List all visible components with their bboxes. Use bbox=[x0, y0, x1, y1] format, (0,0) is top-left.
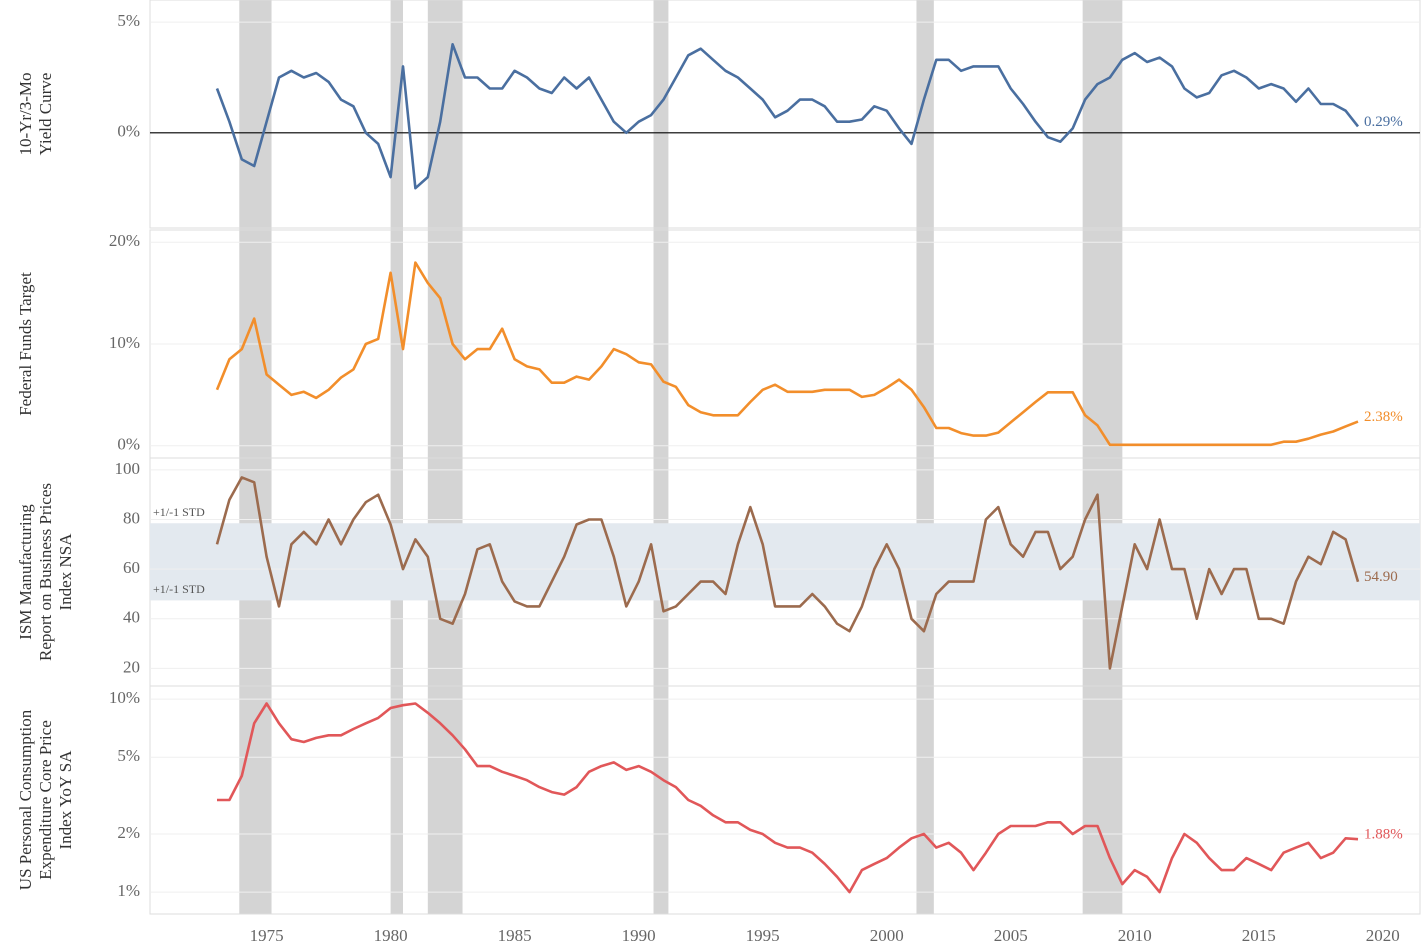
y-tick-label: 0% bbox=[117, 435, 140, 454]
y-tick-label: 10% bbox=[109, 688, 140, 707]
y-axis-title: Index NSA bbox=[56, 533, 75, 611]
y-axis-title: Federal Funds Target bbox=[16, 272, 35, 416]
series-line bbox=[215, 476, 1360, 670]
y-tick-label: 0% bbox=[117, 122, 140, 141]
band-label: +1/-1 STD bbox=[153, 505, 205, 519]
x-tick-label: 2010 bbox=[1118, 926, 1152, 945]
y-tick-label: 60 bbox=[123, 558, 140, 577]
std-band bbox=[150, 523, 1420, 601]
panel: 0% 5% 10-Yr/3-Mo Yield Curve 0.29% bbox=[16, 0, 1421, 229]
y-axis-title: Report on Business Prices bbox=[36, 483, 55, 661]
y-tick-label: 5% bbox=[117, 746, 140, 765]
y-tick-label: 20% bbox=[109, 231, 140, 250]
y-tick-label: 5% bbox=[117, 11, 140, 30]
x-tick-label: 1980 bbox=[374, 926, 408, 945]
recession-band bbox=[916, 0, 934, 914]
recession-band bbox=[427, 0, 463, 914]
y-tick-label: 80 bbox=[123, 508, 140, 527]
recession-band bbox=[653, 0, 669, 914]
x-tick-label: 2000 bbox=[870, 926, 904, 945]
y-axis-title: Yield Curve bbox=[36, 73, 55, 156]
y-tick-label: 1% bbox=[117, 881, 140, 900]
panel-frame bbox=[149, 0, 1421, 229]
x-tick-label: 1975 bbox=[250, 926, 284, 945]
y-tick-label: 10% bbox=[109, 333, 140, 352]
y-axis-title: Expenditure Core Price bbox=[36, 720, 55, 880]
end-label: 1.88% bbox=[1364, 827, 1403, 843]
recession-band bbox=[239, 0, 272, 914]
series-line bbox=[215, 43, 1360, 190]
band-label: +1/-1 STD bbox=[153, 582, 205, 596]
recession-band bbox=[390, 0, 404, 914]
recession-band bbox=[1082, 0, 1123, 914]
end-label: 54.90 bbox=[1364, 569, 1398, 585]
y-tick-label: 100 bbox=[115, 459, 141, 478]
panel: 0% 10% 20% Federal Funds Target 2.38% bbox=[16, 229, 1421, 459]
series-line bbox=[215, 261, 1359, 447]
series-line bbox=[217, 702, 1359, 894]
x-tick-label: 2005 bbox=[994, 926, 1028, 945]
end-label: 0.29% bbox=[1364, 114, 1403, 130]
x-tick-label: 2020 bbox=[1366, 926, 1400, 945]
x-tick-label: 1990 bbox=[622, 926, 656, 945]
panel-frame bbox=[149, 685, 1421, 915]
y-axis-title: US Personal Consumption bbox=[16, 709, 35, 890]
y-axis-title: ISM Manufacturing bbox=[16, 504, 35, 640]
y-tick-label: 2% bbox=[117, 823, 140, 842]
y-axis-title: 10-Yr/3-Mo bbox=[16, 72, 35, 155]
x-tick-label: 1985 bbox=[498, 926, 532, 945]
y-tick-label: 40 bbox=[123, 608, 140, 627]
y-tick-label: 20 bbox=[123, 657, 140, 676]
panel: 1% 2% 5% 10% US Personal Consumption Expendit… bbox=[16, 685, 1421, 915]
x-tick-label: 1995 bbox=[746, 926, 780, 945]
x-tick-label: 2015 bbox=[1242, 926, 1276, 945]
panel: +1/-1 STD +1/-1 STD 20 40 60 80 100 ISM Manufac… bbox=[16, 457, 1421, 687]
y-axis-title: Index YoY SA bbox=[56, 750, 75, 850]
end-label: 2.38% bbox=[1364, 409, 1403, 425]
